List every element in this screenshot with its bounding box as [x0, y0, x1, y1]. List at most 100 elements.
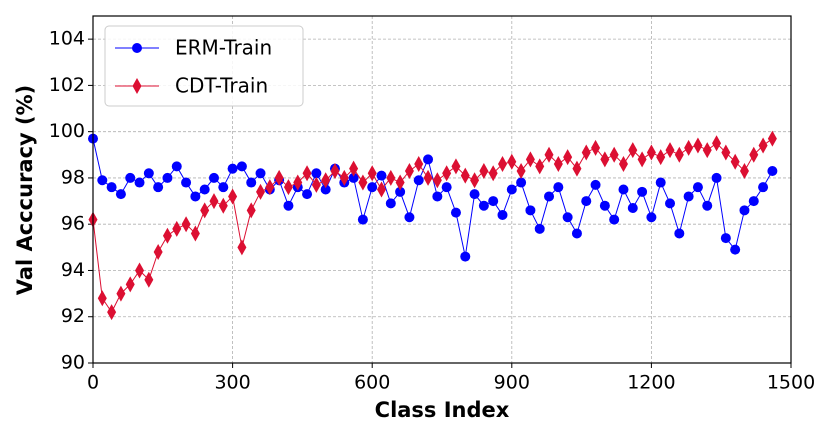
marker — [432, 191, 443, 202]
marker — [171, 161, 182, 172]
marker — [302, 165, 312, 182]
marker — [739, 205, 750, 216]
marker — [460, 167, 470, 184]
marker — [385, 198, 396, 209]
marker — [674, 146, 684, 163]
marker — [758, 137, 768, 154]
marker — [590, 179, 601, 190]
marker — [683, 191, 694, 202]
marker — [581, 144, 591, 161]
marker — [115, 189, 126, 200]
marker — [488, 165, 498, 182]
marker — [591, 139, 601, 156]
marker — [218, 182, 229, 193]
marker — [311, 176, 321, 193]
marker — [236, 161, 247, 172]
marker — [144, 271, 154, 288]
marker — [553, 156, 563, 173]
series-line — [92, 138, 773, 314]
marker — [544, 146, 554, 163]
y-tick-label: 104 — [49, 28, 85, 50]
marker — [488, 196, 499, 207]
marker — [97, 175, 108, 186]
marker — [572, 160, 582, 177]
marker — [711, 172, 722, 183]
marker — [721, 144, 731, 161]
x-tick-label: 900 — [494, 372, 530, 394]
marker — [228, 188, 238, 205]
marker — [562, 212, 573, 223]
marker — [525, 205, 536, 216]
marker — [470, 172, 480, 189]
marker — [348, 172, 359, 183]
marker — [749, 146, 759, 163]
marker — [265, 179, 275, 196]
marker — [283, 200, 294, 211]
marker — [767, 165, 778, 176]
marker — [190, 225, 200, 242]
marker — [107, 304, 117, 321]
marker — [404, 162, 414, 179]
marker — [134, 177, 145, 188]
marker — [451, 158, 461, 175]
y-axis-label: Val Acccuracy (%) — [13, 85, 37, 296]
marker — [767, 130, 777, 147]
marker — [618, 184, 629, 195]
marker — [377, 181, 387, 198]
marker — [255, 168, 266, 179]
marker — [125, 276, 135, 293]
marker — [293, 174, 303, 191]
marker — [674, 228, 685, 239]
marker — [684, 139, 694, 156]
marker — [199, 184, 210, 195]
marker — [665, 198, 676, 209]
marker — [135, 262, 145, 279]
marker — [395, 174, 405, 191]
x-tick-label: 1500 — [767, 372, 815, 394]
marker — [478, 200, 489, 211]
marker — [339, 169, 349, 186]
marker — [553, 182, 564, 193]
y-tick-label: 102 — [49, 74, 85, 96]
marker — [367, 182, 378, 193]
marker — [181, 177, 192, 188]
marker — [469, 189, 480, 200]
marker — [637, 186, 648, 197]
marker — [181, 216, 191, 233]
marker — [525, 151, 535, 168]
marker — [208, 172, 219, 183]
marker — [190, 191, 201, 202]
x-tick-label: 0 — [87, 372, 99, 394]
marker — [246, 177, 257, 188]
marker — [302, 189, 313, 200]
marker — [460, 251, 471, 262]
marker — [320, 184, 331, 195]
marker — [246, 202, 256, 219]
marker — [506, 184, 517, 195]
marker — [358, 174, 368, 191]
marker — [172, 220, 182, 237]
marker — [563, 149, 573, 166]
marker — [153, 243, 163, 260]
marker — [600, 151, 610, 168]
marker — [200, 202, 210, 219]
marker — [637, 151, 647, 168]
y-tick-label: 100 — [49, 120, 85, 142]
marker — [618, 156, 628, 173]
marker — [571, 228, 582, 239]
marker — [423, 169, 433, 186]
marker — [209, 193, 219, 210]
marker — [404, 212, 415, 223]
legend-marker — [132, 43, 142, 53]
y-tick-label: 98 — [61, 166, 85, 188]
marker — [256, 183, 266, 200]
marker — [544, 191, 555, 202]
marker — [730, 153, 740, 170]
marker — [758, 182, 769, 193]
marker — [628, 142, 638, 159]
marker — [237, 239, 247, 256]
y-tick-label: 96 — [61, 213, 85, 235]
marker — [218, 197, 228, 214]
marker — [274, 169, 284, 186]
